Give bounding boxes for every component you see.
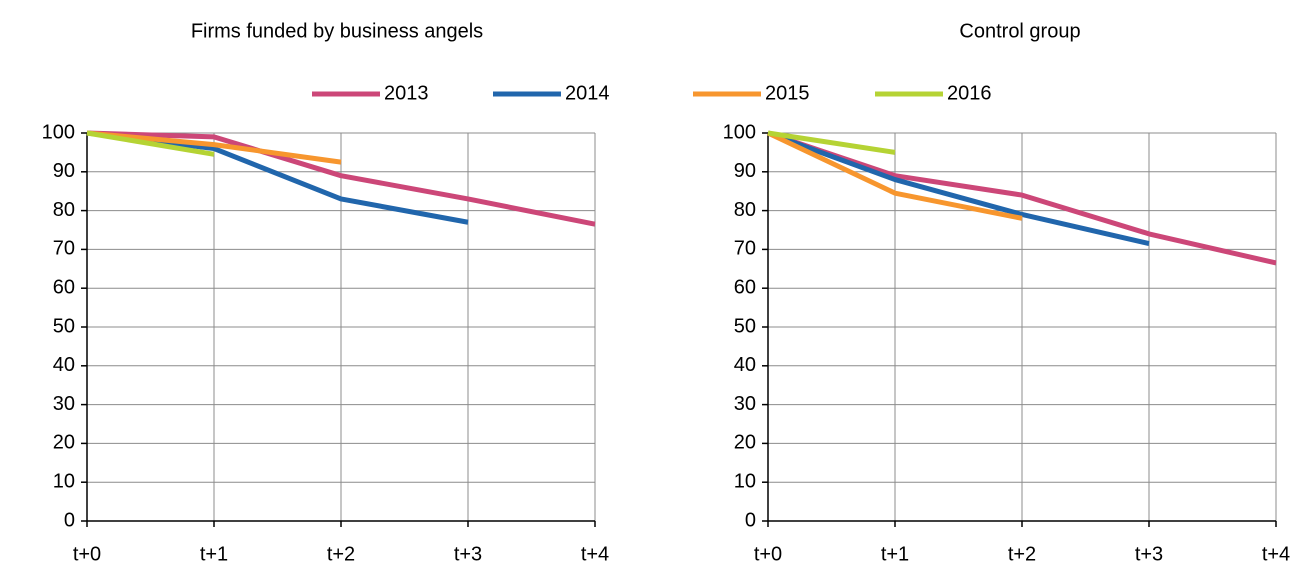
x-tick-label: t+3	[1135, 543, 1163, 565]
y-tick-label: 10	[734, 470, 756, 492]
legend-label: 2015	[765, 82, 810, 104]
x-tick-label: t+2	[327, 543, 355, 565]
y-tick-label: 40	[53, 354, 75, 376]
x-tick-label: t+4	[1262, 543, 1290, 565]
y-tick-label: 70	[734, 238, 756, 260]
y-tick-label: 70	[53, 238, 75, 260]
y-tick-label: 20	[53, 432, 75, 454]
y-tick-label: 60	[734, 276, 756, 298]
y-tick-label: 0	[745, 509, 756, 531]
x-tick-label: t+1	[881, 543, 909, 565]
legend-label: 2013	[384, 82, 429, 104]
y-tick-label: 30	[53, 393, 75, 415]
chart-title: Firms funded by business angels	[191, 20, 483, 42]
x-tick-label: t+4	[581, 543, 609, 565]
x-tick-label: t+3	[454, 543, 482, 565]
y-tick-label: 10	[53, 470, 75, 492]
series-line	[86, 130, 215, 157]
legend-label: 2014	[565, 82, 610, 104]
y-tick-label: 30	[734, 393, 756, 415]
series-line	[767, 130, 1150, 247]
x-tick-label: t+2	[1008, 543, 1036, 565]
y-tick-label: 90	[53, 160, 75, 182]
x-tick-label: t+1	[200, 543, 228, 565]
y-tick-label: 0	[64, 509, 75, 531]
series-line	[86, 130, 596, 227]
chart: Firms funded by business angels 0 10 20 30 40…	[42, 20, 610, 565]
chart: Control group 0 10 20 30 40 50 60 70 80 90 100 t+0 t+…	[723, 20, 1291, 565]
series-line	[86, 130, 342, 165]
series-line	[766, 130, 1023, 221]
chart-title: Control group	[959, 20, 1080, 42]
series-line	[767, 130, 896, 155]
y-tick-label: 100	[723, 121, 756, 143]
legend-label: 2016	[947, 82, 992, 104]
y-tick-label: 60	[53, 276, 75, 298]
y-tick-label: 20	[734, 432, 756, 454]
y-tick-label: 50	[53, 315, 75, 337]
y-tick-label: 80	[734, 199, 756, 221]
y-tick-label: 90	[734, 160, 756, 182]
y-tick-label: 50	[734, 315, 756, 337]
y-tick-label: 40	[734, 354, 756, 376]
x-tick-label: t+0	[754, 543, 782, 565]
y-tick-label: 80	[53, 199, 75, 221]
series-line	[86, 130, 469, 225]
x-tick-label: t+0	[73, 543, 101, 565]
legend: 2013 2014 2015 2016	[312, 82, 992, 104]
y-tick-label: 100	[42, 121, 75, 143]
